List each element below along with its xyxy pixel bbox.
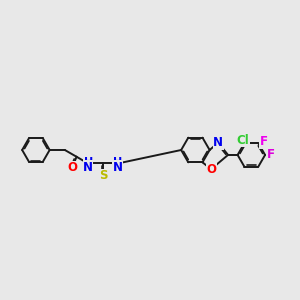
Text: N: N (113, 161, 123, 174)
Text: F: F (266, 148, 274, 161)
Text: H: H (84, 157, 93, 166)
Text: H: H (113, 157, 122, 166)
Text: Cl: Cl (237, 134, 250, 147)
Text: S: S (99, 169, 107, 182)
Text: F: F (260, 135, 268, 148)
Text: O: O (67, 161, 77, 174)
Text: N: N (83, 161, 93, 174)
Text: N: N (213, 136, 223, 149)
Text: O: O (206, 163, 216, 176)
